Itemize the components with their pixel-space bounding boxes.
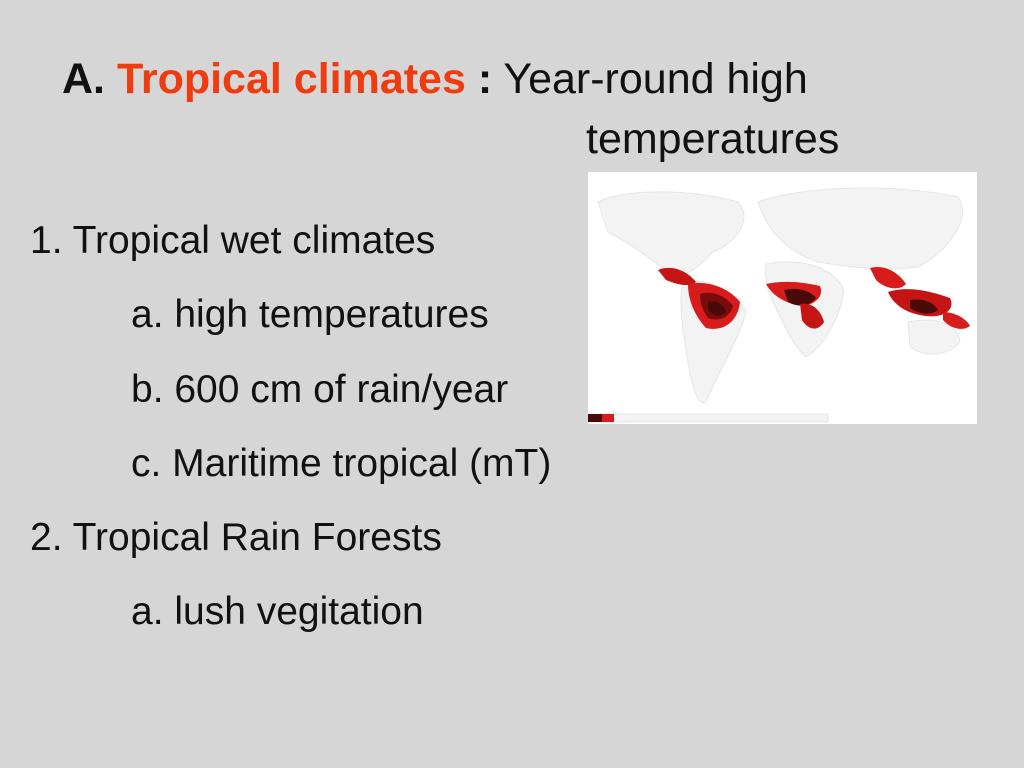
tropical-regions [658,266,970,329]
title-prefix: A. [62,55,105,103]
title-accent: Tropical climates [116,55,466,103]
bullet-item: a. lush vegitation [131,590,424,633]
bullet-item: a. high temperatures [131,293,489,336]
bullet-item: c. Maritime tropical (mT) [131,442,552,485]
world-climate-map [588,172,977,424]
title-rest-line2: temperatures [586,115,840,163]
bullet-item: 1. Tropical wet climates [30,219,436,262]
slide-title: A. Tropical climates : Year-round high [62,52,1002,106]
bullet-item: b. 600 cm of rain/year [131,368,509,411]
title-rest-line1: Year-round high [503,55,808,103]
title-separator: : [477,55,493,103]
map-legend-strip [588,413,829,423]
bullet-item: 2. Tropical Rain Forests [30,516,442,559]
world-map-image [588,172,977,424]
